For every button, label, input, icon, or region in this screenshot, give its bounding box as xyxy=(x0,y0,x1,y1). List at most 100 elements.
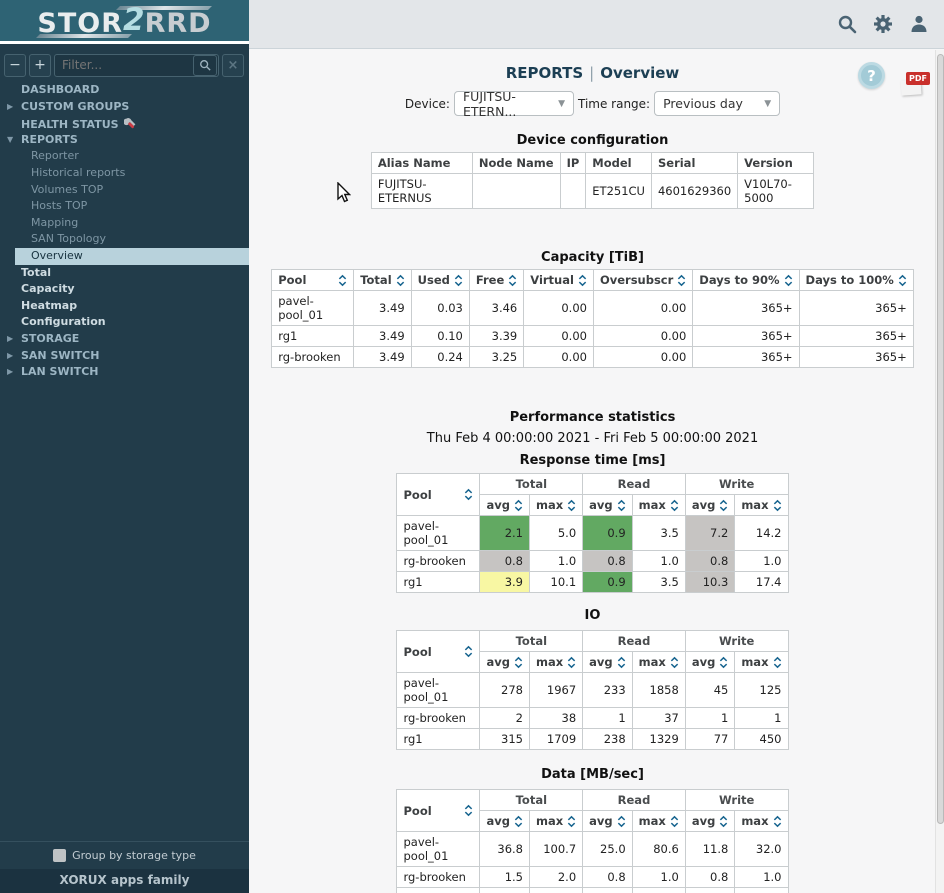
sidebar-item-lan-switch[interactable]: ▶ LAN SWITCH xyxy=(0,364,249,381)
sidebar-item-mapping[interactable]: Mapping xyxy=(31,215,79,229)
sort-icon xyxy=(567,499,576,512)
column-header: Node Name xyxy=(471,152,561,174)
sidebar-item-san-topology[interactable]: SAN Topology xyxy=(31,232,107,246)
performance-title: Performance statistics xyxy=(509,410,676,425)
filter-search-button[interactable] xyxy=(193,54,217,76)
sortable-column-header[interactable]: max xyxy=(528,651,584,673)
sidebar-item-total[interactable]: Total xyxy=(21,265,52,279)
sortable-column-header[interactable]: max xyxy=(734,810,789,832)
sidebar-item-reporter[interactable]: Reporter xyxy=(31,149,79,163)
sortable-column-header[interactable]: avg xyxy=(479,494,530,516)
user-menu-button[interactable] xyxy=(908,13,930,35)
performance-date-range: Thu Feb 4 00:00:00 2021 - Fri Feb 5 00:0… xyxy=(426,431,759,446)
help-button[interactable]: ? xyxy=(858,62,885,89)
response-time-title: Response time [ms] xyxy=(519,453,666,468)
capacity-title: Capacity [TiB] xyxy=(541,250,644,265)
scrollbar-thumb[interactable] xyxy=(937,54,944,824)
sidebar-item-dashboard[interactable]: DASHBOARD xyxy=(21,83,100,96)
sortable-column-header[interactable]: avg xyxy=(582,810,633,832)
sidebar-item-capacity[interactable]: Capacity xyxy=(21,282,75,296)
main-content: REPORTS | Overview ? PDF Device: FUJITSU-E… xyxy=(250,50,935,893)
sortable-column-header[interactable]: Total xyxy=(353,269,412,291)
sortable-column-header[interactable]: Pool xyxy=(271,269,355,291)
sort-icon xyxy=(898,274,907,287)
sortable-column-header[interactable]: Days to 100% xyxy=(798,269,914,291)
sidebar-item-san-switch[interactable]: ▶ SAN SWITCH xyxy=(0,348,249,365)
sortable-column-header[interactable]: max xyxy=(631,810,686,832)
sidebar-item-custom-groups[interactable]: ▶ CUSTOM GROUPS xyxy=(0,99,249,116)
logo-stor-text: STOR xyxy=(37,8,124,39)
collapse-all-button[interactable]: − xyxy=(4,53,26,77)
sort-icon xyxy=(464,804,473,817)
sort-icon xyxy=(719,815,728,828)
global-search-button[interactable] xyxy=(836,13,858,35)
pdf-export-button[interactable]: PDF xyxy=(900,72,930,98)
io-table: Pool Total Read Write avg max avg max av… xyxy=(396,630,789,750)
device-config-table: Alias Name Node Name IP Model Serial Ver… xyxy=(370,152,815,209)
sortable-column-header[interactable]: Pool xyxy=(396,630,481,673)
settings-button[interactable] xyxy=(872,13,894,35)
data-rate-title: Data [MB/sec] xyxy=(541,767,644,782)
sortable-column-header[interactable]: Used xyxy=(410,269,470,291)
sortable-column-header[interactable]: avg xyxy=(479,651,530,673)
sidebar-item-historical-reports[interactable]: Historical reports xyxy=(31,165,126,179)
sortable-column-header[interactable]: avg xyxy=(479,810,530,832)
data-rate-table: Pool Total Read Write avg max avg max av… xyxy=(396,789,789,893)
sortable-column-header[interactable]: max xyxy=(631,494,686,516)
sortable-column-header[interactable]: Oversubscr xyxy=(592,269,694,291)
group-by-storage-row: Group by storage type xyxy=(0,841,249,869)
sidebar-item-hosts-top[interactable]: Hosts TOP xyxy=(31,199,88,213)
sortable-column-header[interactable]: avg xyxy=(684,494,736,516)
sortable-column-header[interactable]: max xyxy=(631,651,686,673)
filter-clear-button[interactable]: × xyxy=(222,53,244,77)
sidebar-item-overview-selected[interactable]: Overview xyxy=(15,247,249,265)
group-by-storage-checkbox[interactable] xyxy=(53,849,67,862)
vertical-scrollbar[interactable] xyxy=(935,50,944,893)
table-row: rg1 43.9214.625.1122.018.8108.4 xyxy=(396,887,789,893)
time-range-select[interactable]: Previous day ▼ xyxy=(654,91,781,116)
sortable-column-header[interactable]: avg xyxy=(582,494,633,516)
table-row: FUJITSU-ETERNUS ET251CU 4601629360 V10L7… xyxy=(370,173,815,209)
sidebar-item-heatmap[interactable]: Heatmap xyxy=(21,298,78,312)
sidebar-item-reports[interactable]: ▼ REPORTS xyxy=(0,132,249,149)
sortable-column-header[interactable]: avg xyxy=(684,651,736,673)
sortable-column-header[interactable]: max xyxy=(734,494,789,516)
sidebar-item-volumes-top[interactable]: Volumes TOP xyxy=(31,182,104,196)
app-logo[interactable]: STOR2RRD xyxy=(0,2,249,40)
sortable-column-header[interactable]: max xyxy=(734,651,789,673)
sidebar-item-storage[interactable]: ▶ STORAGE xyxy=(0,331,249,348)
sortable-column-header[interactable]: Virtual xyxy=(523,269,594,291)
sidebar-item-health-status[interactable]: HEALTH STATUS xyxy=(0,115,249,132)
sortable-column-header[interactable]: Days to 90% xyxy=(692,269,800,291)
column-group-header: Total xyxy=(479,473,584,495)
sidebar-item-configuration[interactable]: Configuration xyxy=(21,315,106,329)
sort-icon xyxy=(514,499,523,512)
device-select[interactable]: FUJITSU-ETERN... ▼ xyxy=(453,89,574,119)
column-group-header: Read xyxy=(582,473,686,495)
table-row: pavel-pool_01 36.8 100.7 25.0 80.6 11.8 32.0 xyxy=(396,831,789,867)
column-group-header: Write xyxy=(684,630,789,652)
column-header: IP xyxy=(559,152,587,174)
sortable-column-header[interactable]: avg xyxy=(684,810,736,832)
filter-input[interactable] xyxy=(54,53,219,77)
column-header: Version xyxy=(737,152,815,174)
column-group-header: Write xyxy=(684,789,789,811)
sortable-column-header[interactable]: Pool xyxy=(396,789,481,832)
column-group-header: Total xyxy=(479,789,584,811)
column-header: Alias Name xyxy=(370,152,473,174)
sort-icon xyxy=(508,274,517,287)
sortable-column-header[interactable]: max xyxy=(528,494,584,516)
sortable-column-header[interactable]: max xyxy=(528,810,584,832)
sort-icon xyxy=(396,274,405,287)
sort-icon xyxy=(719,656,728,669)
expand-all-button[interactable]: + xyxy=(29,53,51,77)
table-row: rg1 3.9 10.1 0.9 3.5 10.3 17.4 xyxy=(396,571,789,593)
sortable-column-header[interactable]: Pool xyxy=(396,473,481,516)
xorux-footer-link[interactable]: XORUX apps family xyxy=(0,869,249,893)
breadcrumb-separator: | xyxy=(589,64,595,82)
sortable-column-header[interactable]: Free xyxy=(468,269,525,291)
sortable-column-header[interactable]: avg xyxy=(582,651,633,673)
sort-icon xyxy=(514,656,523,669)
table-row: pavel-pool_01 278 1967 233 1858 45 125 xyxy=(396,672,789,708)
time-range-label: Time range: xyxy=(577,96,651,111)
